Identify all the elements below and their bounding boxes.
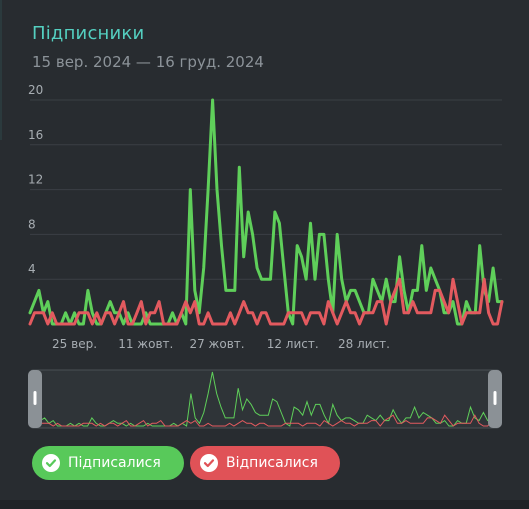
range-navigator[interactable] bbox=[0, 360, 529, 440]
navigator-line-subscribed bbox=[35, 371, 492, 427]
y-tick-label: 4 bbox=[28, 262, 36, 276]
navigator-line-unsubscribed bbox=[35, 414, 493, 427]
series-line-subscribed[interactable] bbox=[28, 98, 504, 326]
date-range: 15 вер. 2024 — 16 груд. 2024 bbox=[32, 53, 264, 71]
x-tick-label: 27 жовт. bbox=[189, 337, 244, 351]
check-icon bbox=[42, 454, 60, 472]
edge-accent bbox=[0, 0, 2, 140]
x-tick-label: 28 лист. bbox=[338, 337, 390, 351]
legend-subscribed-label: Підписалися bbox=[68, 455, 161, 471]
y-tick-label: 8 bbox=[28, 217, 36, 231]
y-tick-label: 20 bbox=[28, 83, 43, 97]
navigator-frame bbox=[29, 369, 501, 429]
series-line-unsubscribed[interactable] bbox=[28, 277, 504, 326]
y-tick-label: 16 bbox=[28, 128, 43, 142]
legend-subscribed-toggle[interactable]: Підписалися bbox=[32, 446, 184, 480]
navigator-left-handle[interactable] bbox=[28, 370, 42, 428]
x-tick-label: 25 вер. bbox=[52, 337, 97, 351]
navigator-right-handle[interactable] bbox=[488, 370, 502, 428]
check-icon bbox=[200, 454, 218, 472]
chart-title: Підписники bbox=[32, 23, 145, 44]
legend-unsubscribed-label: Відписалися bbox=[226, 455, 318, 471]
legend-unsubscribed-toggle[interactable]: Відписалися bbox=[190, 446, 340, 480]
y-tick-label: 12 bbox=[28, 173, 43, 187]
x-tick-label: 11 жовт. bbox=[118, 337, 173, 351]
main-line-chart[interactable]: 4 8 12 16 20 25 вер. 11 жовт. 27 жовт. 12 лист. 2… bbox=[0, 80, 529, 355]
x-tick-label: 12 лист. bbox=[267, 337, 319, 351]
bottom-strip bbox=[0, 500, 529, 509]
